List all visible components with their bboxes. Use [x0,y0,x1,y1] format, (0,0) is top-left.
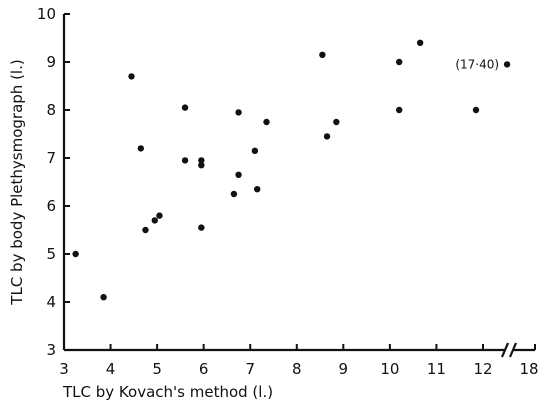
x-tick-label: 7 [245,360,255,378]
x-tick-label: 10 [380,360,399,378]
x-tick-label: 3 [59,360,69,378]
data-point [181,104,189,111]
data-point [235,109,242,116]
data-points: (17·40) [72,39,511,301]
data-point [230,190,238,198]
data-point [396,106,403,114]
x-tick-label: 8 [292,360,302,378]
data-point [333,118,340,126]
y-tick-label: 7 [46,149,56,167]
data-point [472,106,480,114]
data-point [151,217,158,224]
axes: 3 4 5 6 7 8 9 10 3 4 5 6 7 8 9 10 11 12 18 [37,5,539,378]
y-axis-title: TLC by body Plethysmograph (l.) [8,59,26,305]
y-tick-label: 8 [46,101,56,119]
data-point [128,73,135,80]
x-axis-title: TLC by Kovach's method (l.) [62,383,273,401]
data-point [235,171,242,178]
y-tick-label: 10 [37,5,56,23]
x-tick-label: 4 [106,360,116,378]
data-point [396,58,403,66]
data-point [142,226,149,234]
x-tick-label: 9 [339,360,349,378]
axis-break-mark [500,342,510,358]
point-annotation: (17·40) [455,57,499,71]
data-point [323,133,331,140]
data-point [319,51,326,58]
data-point [72,250,79,258]
x-tick-label: 5 [152,360,162,378]
axis-break-mark [508,342,518,358]
y-tick-label: 5 [46,245,56,263]
x-tick-label: 6 [199,360,209,378]
data-point [198,162,205,169]
data-point [416,39,424,46]
data-point [263,118,270,126]
y-tick-label: 6 [46,197,56,215]
x-tick-label: 12 [473,360,492,378]
data-point [251,147,259,154]
data-point [181,157,189,164]
data-point [198,157,205,164]
data-point [100,294,107,301]
data-point [254,186,261,193]
data-point [137,145,145,152]
y-tick-label: 9 [46,53,56,71]
data-point [198,224,205,231]
y-tick-label: 3 [46,341,56,359]
data-point [503,61,511,68]
y-tick-label: 4 [46,293,56,311]
x-tick-label: 18 [519,360,538,378]
data-point [156,212,163,219]
x-tick-label: 11 [427,360,446,378]
